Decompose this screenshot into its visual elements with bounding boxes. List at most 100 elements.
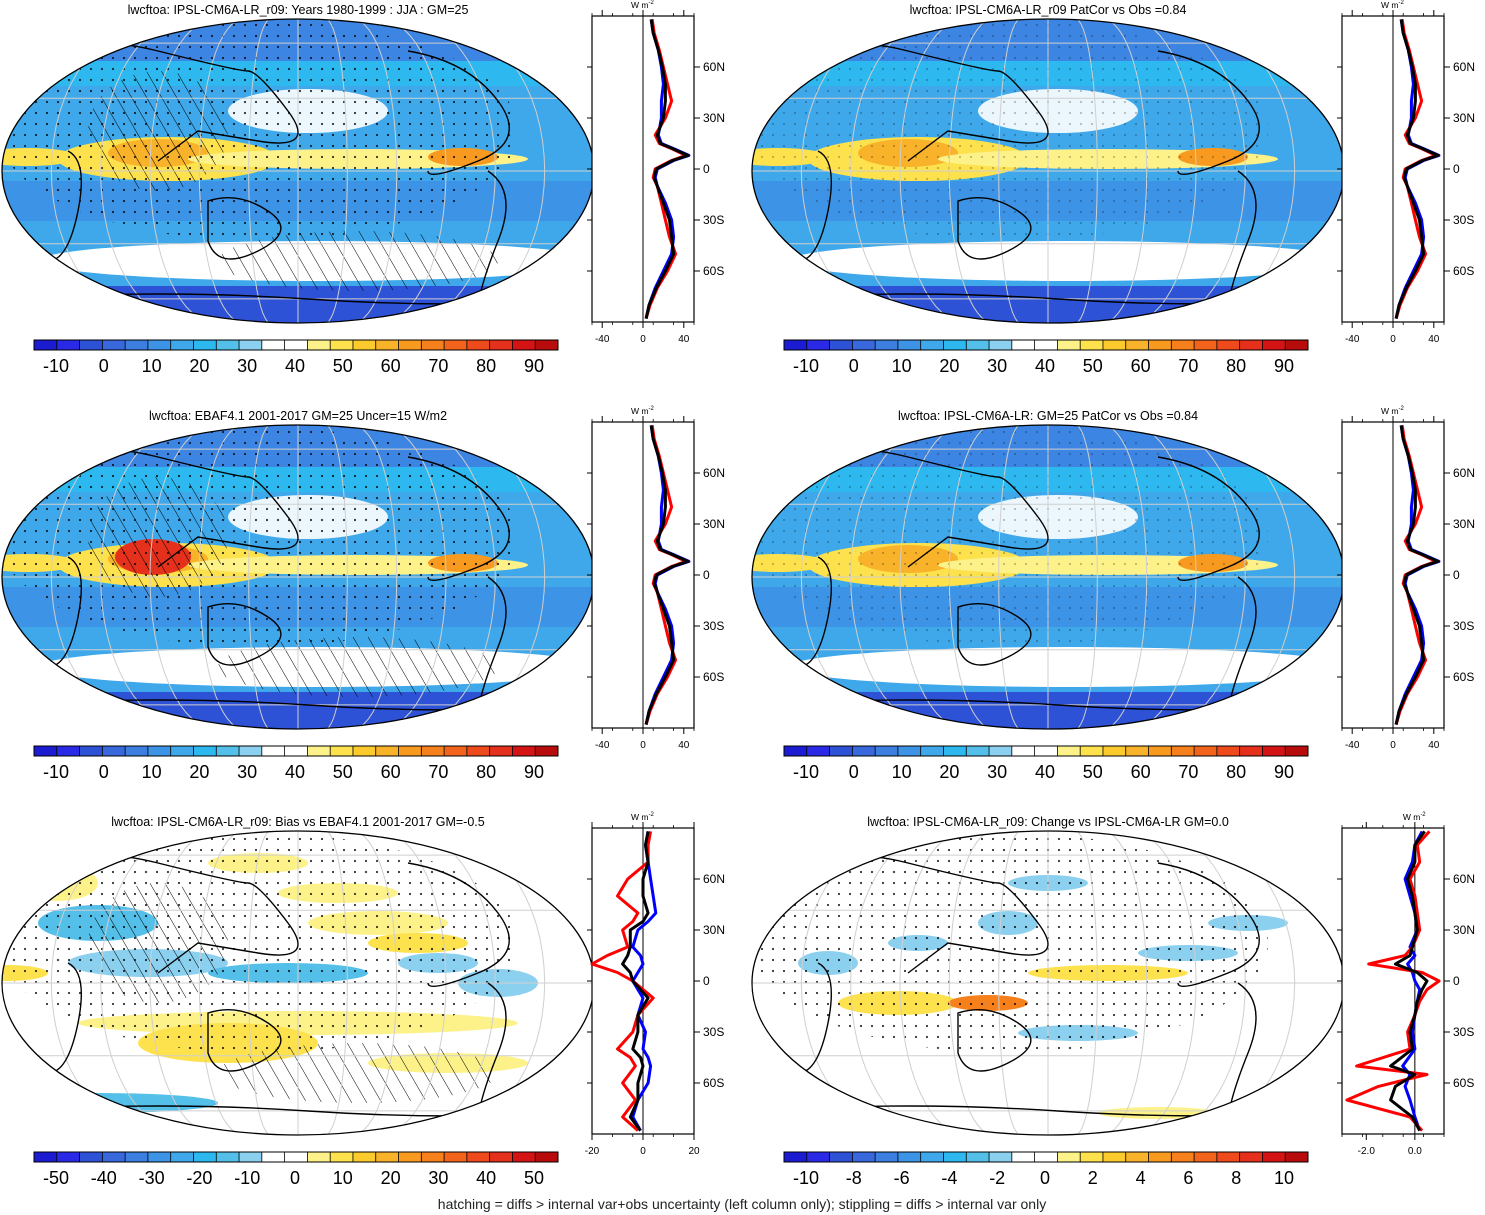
zonal-x-tick-label: 40 xyxy=(678,740,690,751)
colorbar-swatch xyxy=(806,746,830,756)
zonal-mean-series xyxy=(644,425,690,725)
colorbar-swatch xyxy=(375,746,399,756)
zonal-mean-series xyxy=(590,831,655,1132)
map-field xyxy=(752,19,1344,323)
colorbar-tick-label: 10 xyxy=(892,762,912,782)
colorbar-tick-label: 10 xyxy=(142,762,162,782)
colorbar-tick-label: 0 xyxy=(99,356,109,376)
colorbar-tick-label: 20 xyxy=(939,356,959,376)
colorbar-tick-label: -40 xyxy=(91,1168,117,1188)
zonal-mean-plot: 60N 30N 0 30S 60S -2.0 0.0 W m-2 xyxy=(1337,812,1475,1157)
colorbar-tick-label: 30 xyxy=(237,762,257,782)
zonal-mean-plot: 60N 30N 0 30S 60S -20 0 20 W m-2 xyxy=(585,812,725,1157)
panel-title: lwcftoa: IPSL-CM6A-LR_r09: Years 1980-19… xyxy=(128,3,469,17)
colorbar-swatch xyxy=(1285,340,1309,350)
zonal-x-tick-label: 0.0 xyxy=(1408,1146,1422,1157)
colorbar-tick-label: 30 xyxy=(987,356,1007,376)
panel-title: lwcftoa: IPSL-CM6A-LR_r09: Bias vs EBAF4… xyxy=(111,815,484,829)
colorbar-swatch xyxy=(1194,1152,1218,1162)
colorbar-tick-label: 90 xyxy=(524,762,544,782)
colorbar-swatch xyxy=(989,746,1013,756)
colorbar-swatch xyxy=(784,340,808,350)
colorbar: -10 0 10 20 30 40 50 60 70 80 90 xyxy=(783,745,1309,782)
colorbar-swatch xyxy=(897,340,922,350)
colorbar-swatch xyxy=(512,340,536,350)
latitude-label: 30S xyxy=(1453,1025,1474,1039)
map-field xyxy=(752,831,1344,1135)
colorbar-swatch xyxy=(1262,746,1286,756)
colorbar-tick-label: 2 xyxy=(1088,1168,1098,1188)
colorbar-swatch xyxy=(1285,1152,1309,1162)
colorbar-swatch xyxy=(125,340,149,350)
colorbar-swatch xyxy=(1057,340,1081,350)
colorbar-swatch xyxy=(170,746,194,756)
colorbar-swatch xyxy=(1080,340,1104,350)
colorbar-tick-label: 40 xyxy=(476,1168,496,1188)
colorbar-swatch xyxy=(1057,746,1081,756)
zonal-x-tick-label: 0 xyxy=(640,334,646,345)
latitude-label: 60N xyxy=(1453,60,1475,74)
colorbar-swatch xyxy=(352,1152,377,1162)
latitude-label: 30N xyxy=(1453,517,1475,531)
colorbar-swatch xyxy=(512,746,536,756)
colorbar-tick-label: 90 xyxy=(524,356,544,376)
colorbar-tick-label: 40 xyxy=(285,356,305,376)
latitude-label: 30S xyxy=(703,619,724,633)
colorbar-swatch xyxy=(147,746,172,756)
colorbar-swatch xyxy=(920,1152,944,1162)
colorbar-tick-label: -10 xyxy=(43,356,69,376)
colorbar-tick-label: -4 xyxy=(941,1168,957,1188)
colorbar-swatch xyxy=(784,1152,808,1162)
colorbar-swatch xyxy=(1080,1152,1104,1162)
zonal-x-tick-label: -40 xyxy=(595,334,610,345)
colorbar-swatch xyxy=(375,340,399,350)
units-label: W m-2 xyxy=(631,0,654,10)
colorbar-swatch xyxy=(34,746,58,756)
colorbar-swatch xyxy=(147,1152,172,1162)
zonal-mean-series xyxy=(1389,830,1429,1132)
latitude-label: 30N xyxy=(703,517,725,531)
colorbar-swatch xyxy=(784,746,808,756)
colorbar-tick-label: -8 xyxy=(846,1168,862,1188)
colorbar-swatch xyxy=(1194,746,1218,756)
colorbar-swatch xyxy=(829,1152,853,1162)
colorbar-tick-label: 60 xyxy=(381,762,401,782)
colorbar-tick-label: 90 xyxy=(1274,762,1294,782)
zonal-x-tick-label: -40 xyxy=(1345,334,1360,345)
colorbar-swatch xyxy=(1148,340,1172,350)
colorbar-tick-label: 6 xyxy=(1183,1168,1193,1188)
colorbar-tick-label: 40 xyxy=(1035,356,1055,376)
colorbar-swatch xyxy=(1102,1152,1127,1162)
colorbar-swatch xyxy=(1194,340,1218,350)
colorbar-swatch xyxy=(535,340,559,350)
latitude-label: 30N xyxy=(1453,111,1475,125)
units-label: W m-2 xyxy=(631,812,654,822)
zonal-mean-series xyxy=(631,831,658,1132)
colorbar-swatch xyxy=(239,746,263,756)
units-label: W m-2 xyxy=(1381,406,1404,416)
colorbar-swatch xyxy=(1034,340,1058,350)
colorbar-swatch xyxy=(1239,746,1263,756)
colorbar-swatch xyxy=(261,340,286,350)
colorbar-swatch xyxy=(535,1152,559,1162)
latitude-label: 60N xyxy=(703,466,725,480)
zonal-x-tick-label: 0 xyxy=(640,1146,646,1157)
colorbar-tick-label: 30 xyxy=(987,762,1007,782)
colorbar-swatch xyxy=(261,1152,286,1162)
latitude-label: 60S xyxy=(1453,1076,1474,1090)
colorbar-swatch xyxy=(943,746,967,756)
colorbar-swatch xyxy=(34,340,58,350)
colorbar-tick-label: -30 xyxy=(139,1168,165,1188)
colorbar-swatch xyxy=(330,1152,354,1162)
colorbar-swatch xyxy=(34,1152,58,1162)
colorbar-swatch xyxy=(806,1152,830,1162)
colorbar-swatch xyxy=(1148,1152,1172,1162)
colorbar-swatch xyxy=(943,340,967,350)
zonal-x-tick-label: -2.0 xyxy=(1358,1146,1376,1157)
colorbar-swatch xyxy=(193,340,217,350)
colorbar-swatch xyxy=(1125,340,1149,350)
colorbar-tick-label: 20 xyxy=(189,356,209,376)
latitude-label: 30S xyxy=(703,213,724,227)
latitude-label: 0 xyxy=(703,974,710,988)
colorbar-swatch xyxy=(1239,1152,1263,1162)
